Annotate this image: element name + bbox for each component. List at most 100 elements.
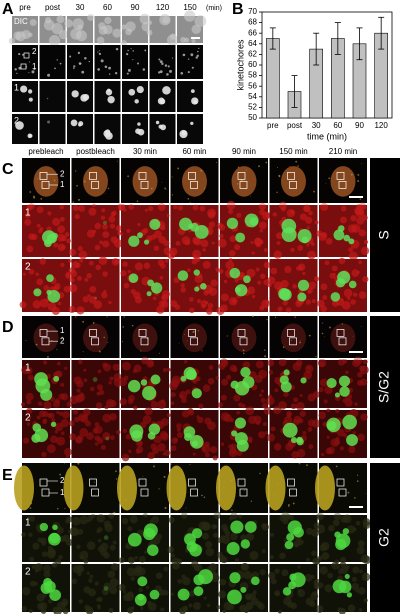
signal xyxy=(319,361,325,367)
signal xyxy=(158,124,163,129)
signal xyxy=(84,57,87,60)
signal xyxy=(255,241,262,248)
signal xyxy=(150,234,157,240)
signal xyxy=(73,65,76,68)
signal xyxy=(127,68,131,72)
signal xyxy=(69,277,75,283)
signal xyxy=(46,274,54,282)
column-label: 30 xyxy=(76,3,85,12)
signal xyxy=(259,229,263,233)
signal xyxy=(189,201,191,203)
signal xyxy=(223,279,228,284)
signal xyxy=(341,300,351,310)
signal xyxy=(326,417,341,433)
signal xyxy=(166,413,171,418)
signal xyxy=(182,53,186,57)
y-tick-label: 52 xyxy=(248,103,257,112)
signal xyxy=(94,481,96,483)
signal xyxy=(292,502,295,505)
signal xyxy=(356,480,359,482)
signal xyxy=(79,427,89,437)
signal xyxy=(109,376,114,381)
signal xyxy=(265,299,270,305)
signal xyxy=(242,376,255,389)
signal xyxy=(207,208,216,218)
signal xyxy=(62,534,70,542)
signal xyxy=(357,180,360,182)
signal xyxy=(21,587,31,596)
signal xyxy=(93,300,103,309)
y-tick-label: 68 xyxy=(248,18,257,27)
signal xyxy=(115,478,118,480)
roi-box xyxy=(91,337,99,346)
signal xyxy=(47,302,57,311)
signal xyxy=(236,212,242,218)
signal xyxy=(267,359,275,367)
signal xyxy=(34,428,49,443)
signal xyxy=(64,19,73,28)
micrograph xyxy=(67,45,93,79)
signal xyxy=(119,398,127,406)
signal xyxy=(187,71,190,74)
signal xyxy=(108,73,111,75)
signal xyxy=(42,341,44,343)
signal xyxy=(291,450,299,459)
signal xyxy=(144,208,149,212)
signal xyxy=(200,300,208,308)
signal xyxy=(31,564,36,570)
signal xyxy=(229,235,237,243)
signal xyxy=(263,261,271,269)
signal xyxy=(96,384,104,391)
signal xyxy=(198,47,200,50)
signal xyxy=(321,332,324,335)
signal xyxy=(315,605,324,613)
signal xyxy=(354,497,356,499)
signal xyxy=(278,175,281,178)
signal xyxy=(289,166,291,168)
column-label: 150 min xyxy=(279,147,307,156)
signal xyxy=(206,603,211,608)
signal xyxy=(198,403,204,409)
signal xyxy=(321,552,330,560)
signal xyxy=(147,20,153,26)
unit-label: (min) xyxy=(206,5,222,12)
signal xyxy=(269,532,275,538)
signal xyxy=(223,359,228,365)
signal xyxy=(131,324,134,327)
signal xyxy=(203,596,207,600)
signal xyxy=(273,250,282,259)
signal xyxy=(177,205,184,211)
signal xyxy=(88,296,97,304)
signal xyxy=(268,370,274,375)
signal xyxy=(167,65,170,68)
signal xyxy=(164,64,168,67)
signal xyxy=(325,183,327,185)
row-label: 1 xyxy=(14,82,19,92)
signal xyxy=(157,202,166,211)
signal xyxy=(234,558,240,563)
signal xyxy=(342,514,352,524)
roi-box xyxy=(89,329,97,337)
signal xyxy=(149,519,154,524)
signal xyxy=(181,130,187,136)
signal xyxy=(46,444,56,454)
roi-box xyxy=(287,478,295,487)
signal xyxy=(78,359,83,365)
signal xyxy=(314,220,319,225)
signal xyxy=(86,541,96,550)
signal xyxy=(112,540,117,545)
roi-box xyxy=(188,172,196,180)
signal xyxy=(21,532,27,537)
signal xyxy=(335,533,351,549)
signal xyxy=(196,54,199,57)
signal xyxy=(176,423,182,429)
roi-box xyxy=(336,172,345,180)
micrograph xyxy=(39,81,66,112)
signal xyxy=(284,265,292,274)
signal xyxy=(137,576,148,587)
signal xyxy=(116,160,118,162)
roi-box xyxy=(89,172,97,180)
signal xyxy=(181,410,190,418)
signal xyxy=(145,185,147,187)
roi-box xyxy=(140,488,149,497)
